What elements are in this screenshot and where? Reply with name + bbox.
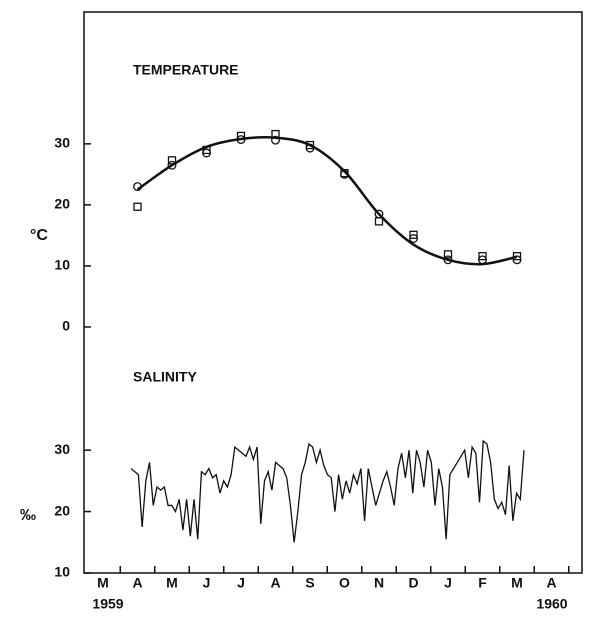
- square-point: [133, 202, 142, 211]
- x-tick-label: J: [444, 575, 452, 591]
- fit-curve: [136, 136, 518, 266]
- square-point: [512, 252, 522, 261]
- year-label: 1960: [536, 596, 567, 612]
- plot-frame: [83, 11, 583, 574]
- y-tick-label: 30: [54, 441, 70, 457]
- circle-point: [167, 160, 177, 170]
- x-tick-label: O: [339, 575, 350, 591]
- salinity-line: [130, 439, 525, 543]
- square-point: [409, 230, 418, 239]
- y-tick-label: 10: [54, 564, 70, 580]
- y-tick-label: 20: [54, 502, 70, 518]
- chart-title: SALINITY: [133, 369, 197, 385]
- square-point: [305, 140, 315, 150]
- y-axis-label: ‰: [20, 507, 36, 524]
- x-tick-label: M: [166, 575, 178, 591]
- circle-point: [271, 135, 280, 145]
- x-tick-label: A: [132, 575, 142, 591]
- square-point: [374, 217, 384, 226]
- y-tick-label: 30: [54, 135, 70, 151]
- year-label: 1959: [92, 596, 123, 612]
- chart-title: TEMPERATURE: [133, 62, 239, 78]
- square-point: [478, 252, 487, 261]
- y-axis-label: °C: [30, 227, 48, 244]
- square-point: [443, 250, 453, 259]
- x-tick-label: J: [203, 575, 211, 591]
- x-tick-label: M: [97, 575, 109, 591]
- x-tick-label: F: [478, 575, 487, 591]
- y-tick-label: 20: [54, 196, 70, 212]
- x-tick-label: A: [270, 575, 280, 591]
- y-tick-label: 10: [54, 257, 70, 273]
- x-tick-label: A: [546, 575, 556, 591]
- x-tick-label: M: [511, 575, 523, 591]
- x-tick-label: N: [374, 575, 384, 591]
- x-tick-label: S: [305, 575, 314, 591]
- x-tick-label: D: [408, 575, 418, 591]
- y-tick-label: 0: [62, 318, 70, 334]
- x-tick-label: J: [237, 575, 245, 591]
